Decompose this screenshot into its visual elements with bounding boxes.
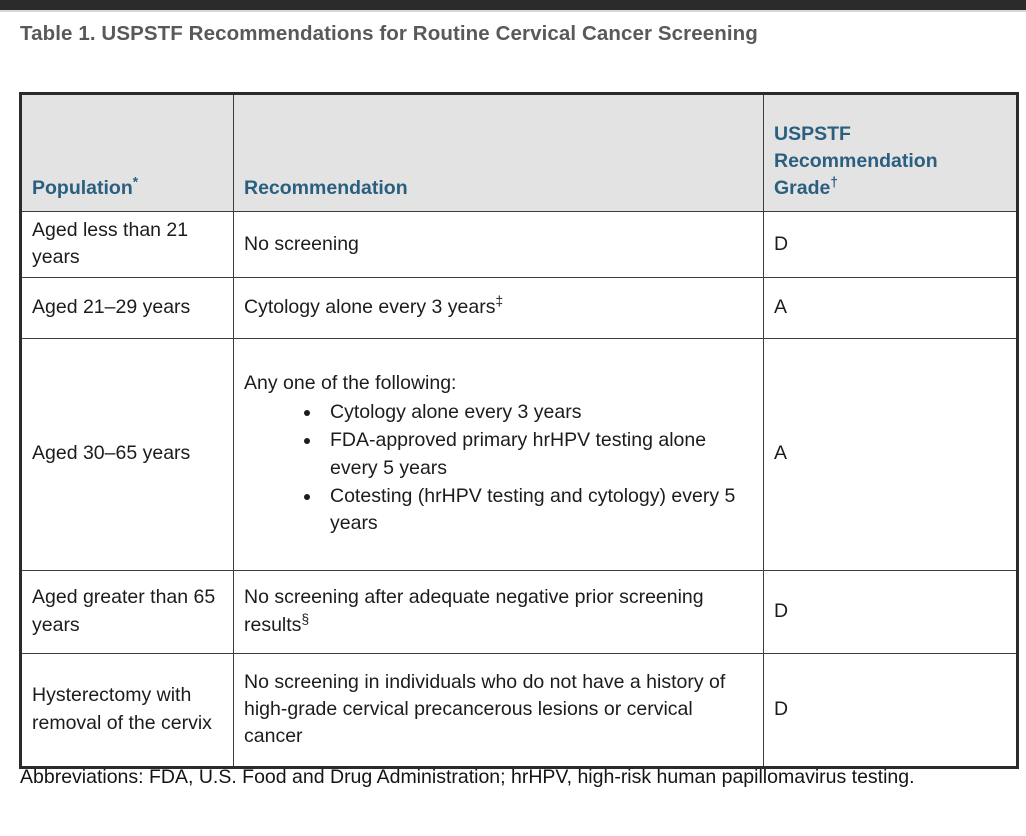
window-top-bar <box>0 0 1026 12</box>
table-row: Aged 30–65 years Any one of the following… <box>20 337 1018 571</box>
recommendation-cell: No screening in individuals who do not h… <box>233 652 764 768</box>
recommendation-cell: Any one of the following: Cytology alone … <box>233 337 764 571</box>
grade-cell: D <box>763 211 1018 278</box>
recommendation-bullet-item: Cotesting (hrHPV testing and cytology) e… <box>322 483 753 538</box>
table-row: Aged 21–29 years Cytology alone every 3 y… <box>20 276 1018 339</box>
recommendation-cell: No screening after adequate negative pri… <box>233 569 764 654</box>
recommendation-bullet-list: Cytology alone every 3 yearsFDA-approved… <box>244 399 753 537</box>
recommendation-footnote-marker: § <box>301 611 310 627</box>
recommendation-text: Any one of the following: <box>244 371 457 394</box>
header-footnote-marker: * <box>132 174 139 190</box>
population-cell: Aged greater than 65 years <box>20 569 234 654</box>
population-cell: Aged 21–29 years <box>20 276 234 339</box>
grade-cell: D <box>763 569 1018 654</box>
recommendation-bullet-item: Cytology alone every 3 years <box>322 399 753 426</box>
grade-cell: A <box>763 337 1018 571</box>
recommendation-text: No screening after adequate negative pri… <box>244 586 704 636</box>
column-header-uspstf-recommendation-grade: USPSTF Recommendation Grade† <box>763 93 1018 212</box>
recommendation-text: Cytology alone every 3 years <box>244 295 496 318</box>
uspstf-recommendations-table: Population* Recommendation USPSTF Recommen… <box>19 92 1019 769</box>
recommendation-text: No screening <box>244 232 359 255</box>
page-title: Table 1. USPSTF Recommendations for Rout… <box>20 22 758 45</box>
recommendation-cell: No screening <box>233 211 764 278</box>
table-row: Hysterectomy with removal of the cervix N… <box>20 652 1018 768</box>
grade-cell: D <box>763 652 1018 768</box>
table-row: Aged greater than 65 years No screening a… <box>20 569 1018 654</box>
population-cell: Aged 30–65 years <box>20 337 234 571</box>
column-header-population: Population* <box>20 93 234 212</box>
header-footnote-marker: † <box>830 174 838 190</box>
table-row: Aged less than 21 years No screening D <box>20 211 1018 278</box>
recommendation-footnote-marker: ‡ <box>495 293 504 309</box>
recommendation-bullet-item: FDA-approved primary hrHPV testing alone… <box>322 427 753 482</box>
header-row: Population* Recommendation USPSTF Recommen… <box>20 93 1018 212</box>
recommendation-cell: Cytology alone every 3 years‡ <box>233 276 764 339</box>
recommendation-text: No screening in individuals who do not h… <box>244 670 726 748</box>
grade-cell: A <box>763 276 1018 339</box>
column-header-recommendation: Recommendation <box>233 93 764 212</box>
table-body: Aged less than 21 years No screening D Aged… <box>20 211 1018 768</box>
population-cell: Aged less than 21 years <box>20 211 234 278</box>
population-cell: Hysterectomy with removal of the cervix <box>20 652 234 768</box>
abbreviations-footnote: Abbreviations: FDA, U.S. Food and Drug A… <box>20 766 915 788</box>
